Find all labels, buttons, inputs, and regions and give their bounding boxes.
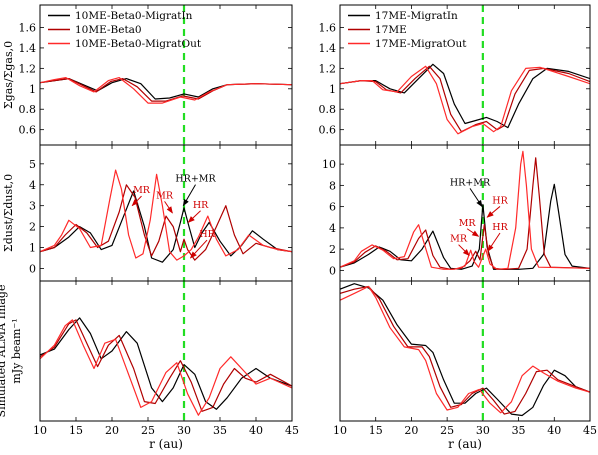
legend-label: 10ME-Beta0-MigratIn <box>75 10 193 22</box>
legend-label: 10ME-Beta0-MigratOut <box>75 38 202 50</box>
x-tick-label: 40 <box>547 424 561 437</box>
annotation-arrow <box>190 239 208 259</box>
annotation-arrow <box>164 201 173 214</box>
x-tick-label: 35 <box>512 424 526 437</box>
annotation-arrow <box>187 210 201 223</box>
y-tick-label: 1.4 <box>319 42 337 55</box>
x-axis-label: r (au) <box>448 437 482 451</box>
annotation-label: MR <box>459 218 477 229</box>
plot-frame <box>339 144 591 282</box>
series-line-red <box>40 319 292 416</box>
series-line-dark_red <box>340 285 590 415</box>
x-tick-label: 25 <box>141 424 155 437</box>
y-tick-label: 2 <box>329 243 336 256</box>
y-tick-label: 4 <box>329 222 336 235</box>
y-tick-label: 0.6 <box>19 124 37 137</box>
x-tick-label: 25 <box>440 424 454 437</box>
annotation-label: HR <box>492 222 508 233</box>
annotation-label: MR <box>156 190 174 201</box>
y-tick-label: 1.4 <box>19 42 37 55</box>
annotation-arrow <box>458 244 470 256</box>
y-tick-label: 0 <box>329 264 336 277</box>
series-line-dark_red <box>340 157 590 270</box>
x-tick-label: 45 <box>285 424 299 437</box>
y-axis-label: Σdust/Σdust,0 <box>2 174 15 252</box>
series-line-red <box>340 285 590 414</box>
panel-left-alma: 10 15 20 25 30 35 40 45 <box>33 280 299 437</box>
series-line-dark_red <box>40 184 292 261</box>
x-tick-label: 30 <box>476 424 490 437</box>
y-tick-label: 1 <box>329 83 336 96</box>
plot-frame <box>39 280 293 422</box>
x-tick-label: 10 <box>333 424 347 437</box>
legend-label: 17ME-MigratOut <box>375 38 467 50</box>
y-tick-label: 10 <box>322 158 336 171</box>
x-axis-label: r (au) <box>149 437 183 451</box>
y-axis-label: mJy beam⁻¹ <box>10 318 23 383</box>
series-line-black <box>40 78 292 100</box>
y-tick-label: 3 <box>29 200 36 213</box>
y-tick-label: 6 <box>329 201 336 214</box>
series-line-red <box>340 65 590 135</box>
annotation-label: HR+MR <box>450 177 491 188</box>
plot-frame <box>339 280 591 422</box>
panel-right-gas: 0.6 0.8 1 1.2 1.4 1.6 17ME-MigratIn 17ME 17ME-Mi… <box>319 4 591 146</box>
x-tick-label: 15 <box>369 424 383 437</box>
y-tick-label: 5 <box>29 158 36 171</box>
y-tick-label: 1.6 <box>19 21 37 34</box>
annotation-label: HR <box>193 200 209 211</box>
x-tick-label: 45 <box>583 424 597 437</box>
y-tick-label: 1.2 <box>319 62 337 75</box>
x-tick-label: 20 <box>105 424 119 437</box>
y-tick-label: 0.8 <box>319 103 337 116</box>
series-line-black <box>340 63 590 129</box>
y-tick-label: 1.6 <box>319 21 337 34</box>
series-line-red <box>40 169 292 261</box>
annotation-label: MR <box>133 185 151 196</box>
y-tick-label: 0.6 <box>319 124 337 137</box>
x-tick-label: 20 <box>404 424 418 437</box>
annotation-label: HR <box>199 229 215 240</box>
series-line-red <box>40 77 292 104</box>
legend-label: 17ME <box>375 24 407 36</box>
series-line-black <box>40 317 292 410</box>
annotation-arrow <box>131 195 142 207</box>
y-tick-label: 1 <box>29 83 36 96</box>
y-tick-label: 8 <box>329 179 336 192</box>
series-line-dark_red <box>340 65 590 133</box>
y-tick-label: 1.2 <box>19 62 37 75</box>
x-tick-label: 35 <box>213 424 227 437</box>
plot-frame <box>39 144 293 282</box>
y-tick-label: 2 <box>29 221 36 234</box>
y-tick-label: 1 <box>29 242 36 255</box>
annotation-arrow <box>486 206 501 218</box>
annotation-arrow <box>469 188 483 208</box>
annotation-label: HR <box>492 195 508 206</box>
annotation-arrow <box>466 228 480 237</box>
annotation-arrow <box>182 184 196 207</box>
annotation-label: MR <box>450 234 468 245</box>
y-axis-label: Simulated ALMA Image <box>0 285 8 418</box>
x-tick-label: 15 <box>69 424 83 437</box>
series-line-red <box>340 150 590 270</box>
panel-right-alma: 10 15 20 25 30 35 40 45 <box>333 280 597 437</box>
annotation-arrow <box>487 232 501 252</box>
y-tick-label: 0.8 <box>19 103 37 116</box>
series-line-dark_red <box>40 319 292 412</box>
legend-label: 10ME-Beta0 <box>75 24 142 36</box>
legend-label: 17ME-MigratIn <box>375 10 458 22</box>
y-tick-label: 4 <box>29 179 36 192</box>
y-tick-label: 0 <box>29 262 36 275</box>
y-axis-label: Σgas/Σgas,0 <box>2 41 15 109</box>
x-tick-label: 30 <box>177 424 191 437</box>
x-tick-label: 10 <box>33 424 47 437</box>
x-tick-label: 40 <box>249 424 263 437</box>
series-line-black <box>340 183 590 270</box>
series-line-black <box>340 283 590 417</box>
panel-left-gas: 0.6 0.8 1 1.2 1.4 1.6 10ME-Beta0-MigratIn 10ME-… <box>19 4 293 146</box>
annotation-label: HR+MR <box>175 174 216 185</box>
